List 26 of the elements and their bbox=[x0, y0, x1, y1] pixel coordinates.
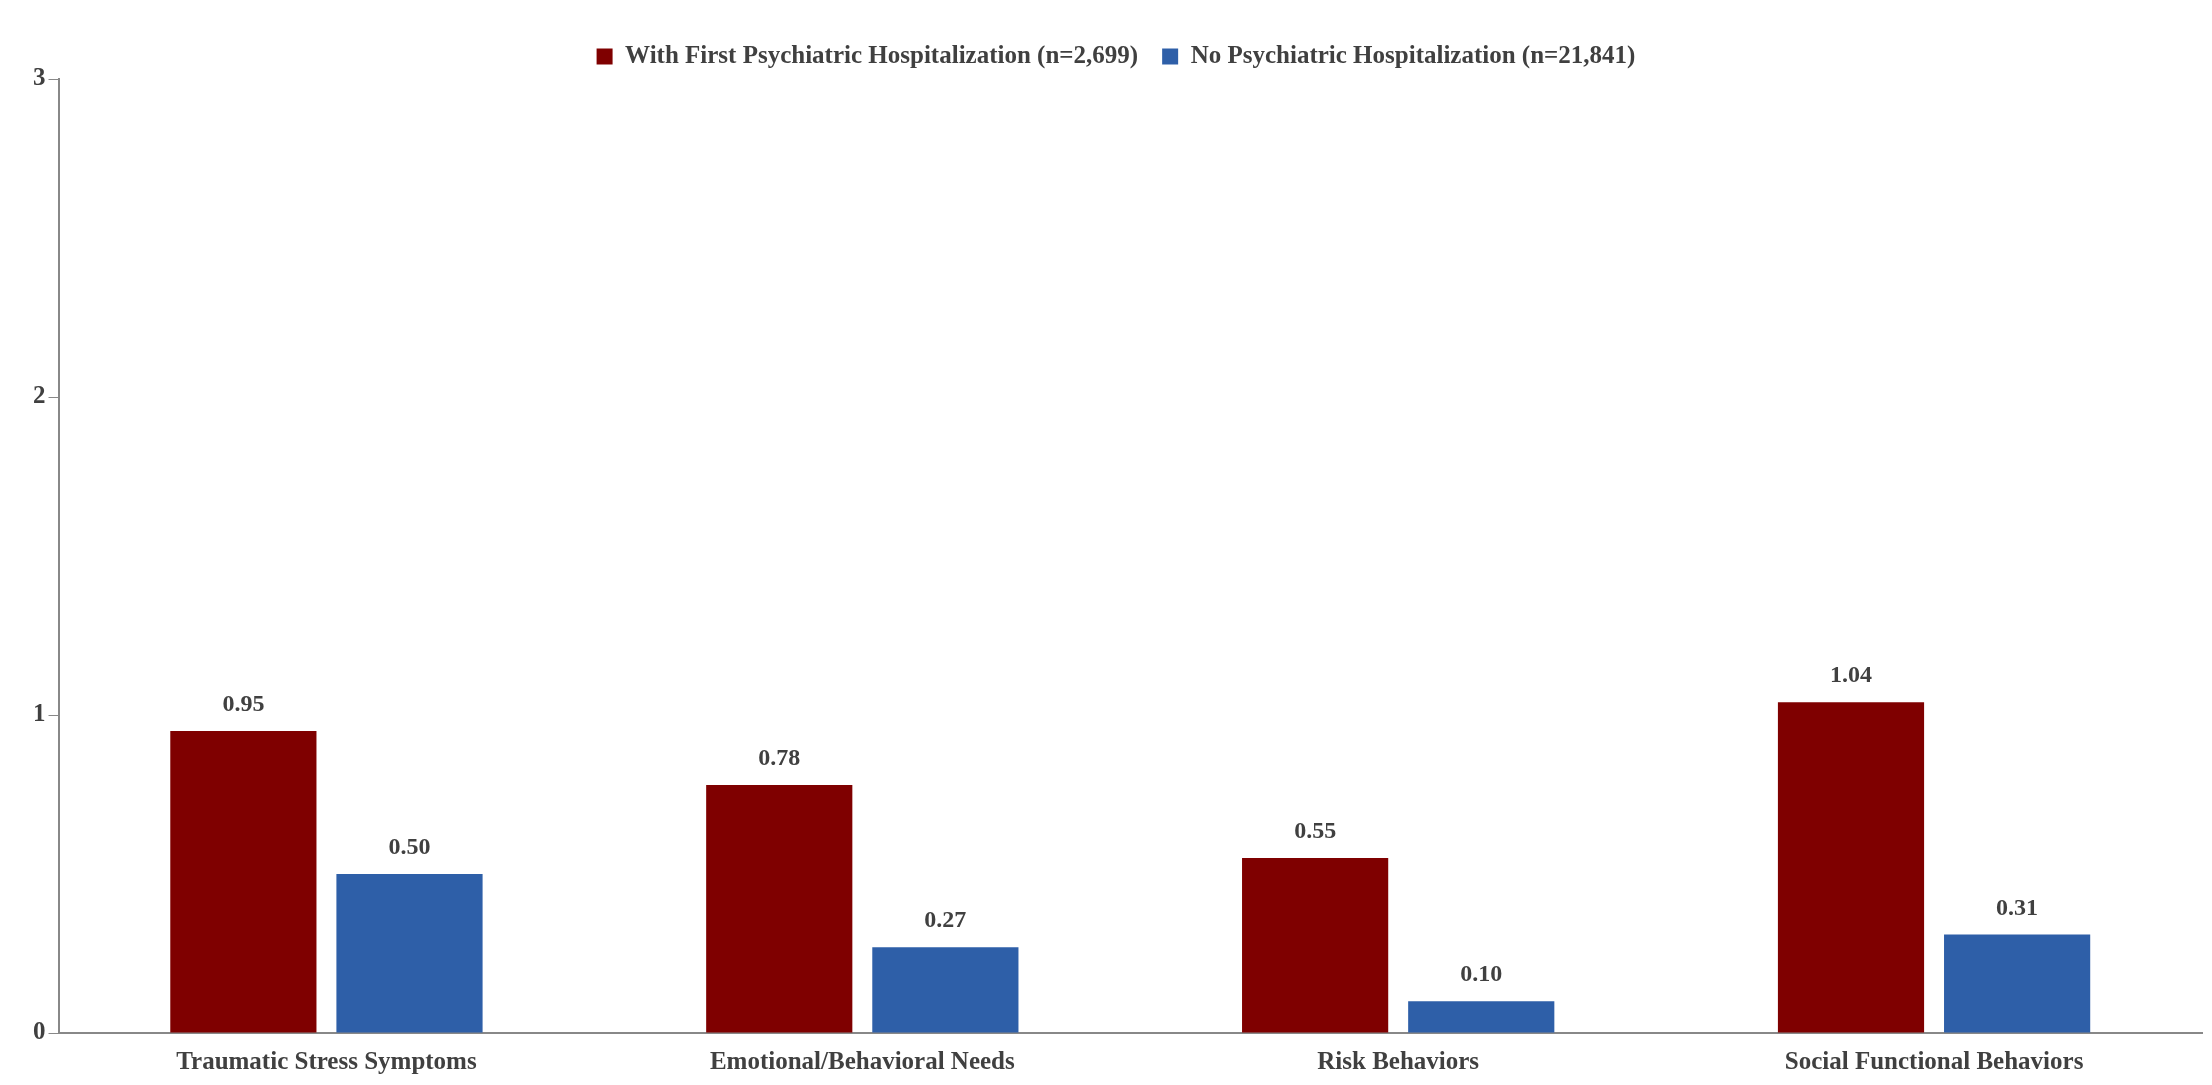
data-label: 0.27 bbox=[924, 906, 967, 933]
bar bbox=[706, 784, 853, 1033]
y-tick-label: 0 bbox=[33, 1017, 46, 1045]
x-tick-label: Risk Behaviors bbox=[1317, 1047, 1480, 1075]
data-label: 0.50 bbox=[388, 833, 431, 860]
bar bbox=[1944, 934, 2091, 1033]
data-label: 0.31 bbox=[1996, 893, 2039, 920]
data-label: 0.55 bbox=[1294, 817, 1337, 844]
bar bbox=[1242, 858, 1389, 1033]
bar bbox=[1777, 702, 1925, 1033]
x-tick-label: Traumatic Stress Symptoms bbox=[176, 1047, 477, 1075]
y-tick-label: 3 bbox=[33, 63, 46, 91]
bar bbox=[872, 947, 1019, 1033]
data-label: 1.04 bbox=[1830, 661, 1872, 688]
data-label: 0.95 bbox=[222, 690, 265, 717]
x-tick-label: Emotional/Behavioral Needs bbox=[709, 1047, 1016, 1075]
data-label: 0.10 bbox=[1460, 960, 1503, 987]
data-label: 0.78 bbox=[758, 744, 801, 771]
legend-label: No Psychiatric Hospitalization (n=21,841) bbox=[1190, 40, 1636, 69]
bar bbox=[1408, 1001, 1555, 1033]
bar bbox=[336, 874, 483, 1033]
legend-label: With First Psychiatric Hospitalization (n=2,699) bbox=[625, 40, 1139, 69]
bar bbox=[170, 730, 317, 1033]
y-tick-label: 1 bbox=[33, 699, 46, 727]
x-tick-label: Social Functional Behaviors bbox=[1784, 1047, 2084, 1075]
y-tick-label: 2 bbox=[33, 381, 46, 409]
